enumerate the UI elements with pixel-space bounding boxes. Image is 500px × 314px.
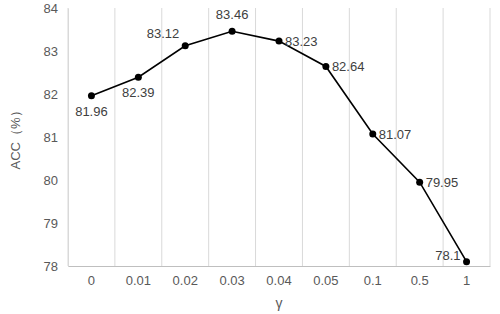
marker — [416, 179, 423, 186]
grid-line — [161, 8, 162, 266]
grid — [68, 8, 490, 266]
plot-area: 78 79 80 81 82 83 84 0 0.01 0.02 0.03 0.04 0.05 0.1 0.… — [44, 1, 491, 289]
x-tick: 0.1 — [364, 266, 382, 288]
y-tick-label: 81 — [44, 130, 58, 145]
marker — [369, 130, 376, 137]
y-tick: 81 — [44, 130, 68, 145]
x-tick-label: 0.05 — [313, 273, 338, 288]
grid-line — [255, 8, 256, 266]
marker — [88, 92, 95, 99]
data-label: 82.64 — [332, 59, 365, 74]
data-labels: 81.96 82.39 83.12 83.46 83.23 82.64 81.07 79.95… — [75, 7, 460, 262]
y-tick: 80 — [44, 173, 68, 188]
x-tick-label: 0 — [88, 273, 95, 288]
x-tick: 0 — [88, 266, 95, 288]
x-tick-label: 0.01 — [126, 273, 151, 288]
x-tick-label: 0.03 — [219, 273, 244, 288]
marker — [135, 74, 142, 81]
grid-line — [68, 8, 69, 266]
data-label: 83.23 — [285, 34, 318, 49]
y-tick-label: 82 — [44, 87, 58, 102]
y-tick: 83 — [44, 44, 68, 59]
series — [88, 28, 470, 265]
data-label: 83.46 — [216, 7, 249, 22]
y-tick: 79 — [44, 216, 68, 231]
line — [91, 31, 466, 261]
y-tick: 84 — [44, 1, 68, 16]
y-tick-label: 80 — [44, 173, 58, 188]
y-axis-title: ACC（%） — [8, 104, 23, 169]
x-tick-label: 0.04 — [266, 273, 291, 288]
y-axis-line — [68, 9, 69, 267]
x-tick-label: 0.1 — [364, 273, 382, 288]
x-axis: 0 0.01 0.02 0.03 0.04 0.05 0.1 0.5 1 — [69, 266, 491, 288]
grid-line — [208, 8, 209, 266]
y-tick-label: 79 — [44, 216, 58, 231]
marker — [229, 28, 236, 35]
grid-line — [490, 8, 491, 266]
x-tick: 1 — [463, 266, 470, 288]
x-tick-label: 0.02 — [173, 273, 198, 288]
x-tick-label: 0.5 — [411, 273, 429, 288]
data-label: 81.07 — [379, 127, 412, 142]
y-tick-label: 78 — [44, 259, 58, 274]
x-tick: 0.04 — [266, 266, 291, 288]
data-label: 79.95 — [426, 175, 459, 190]
data-label: 82.39 — [122, 85, 155, 100]
x-tick: 0.5 — [411, 266, 429, 288]
data-label: 81.96 — [75, 104, 108, 119]
y-tick-label: 84 — [44, 1, 58, 16]
marker — [182, 42, 189, 49]
y-tick: 78 — [44, 259, 68, 274]
grid-line — [443, 8, 444, 266]
x-tick: 0.05 — [313, 266, 338, 288]
marker — [276, 38, 283, 45]
y-tick: 82 — [44, 87, 68, 102]
y-tick-label: 83 — [44, 44, 58, 59]
data-label: 78.1 — [435, 248, 460, 263]
marker — [322, 63, 329, 70]
marker — [463, 258, 470, 265]
x-tick: 0.01 — [126, 266, 151, 288]
data-label: 83.12 — [147, 26, 180, 41]
y-axis: 78 79 80 81 82 83 84 — [44, 1, 69, 274]
chart: 78 79 80 81 82 83 84 0 0.01 0.02 0.03 0.04 0.05 0.1 0.… — [0, 0, 500, 314]
x-axis-title: γ — [276, 295, 283, 311]
x-axis-line — [69, 266, 491, 267]
grid-line — [114, 8, 115, 266]
x-tick: 0.02 — [173, 266, 198, 288]
x-tick: 0.03 — [219, 266, 244, 288]
x-tick-label: 1 — [463, 273, 470, 288]
grid-line — [349, 8, 350, 266]
